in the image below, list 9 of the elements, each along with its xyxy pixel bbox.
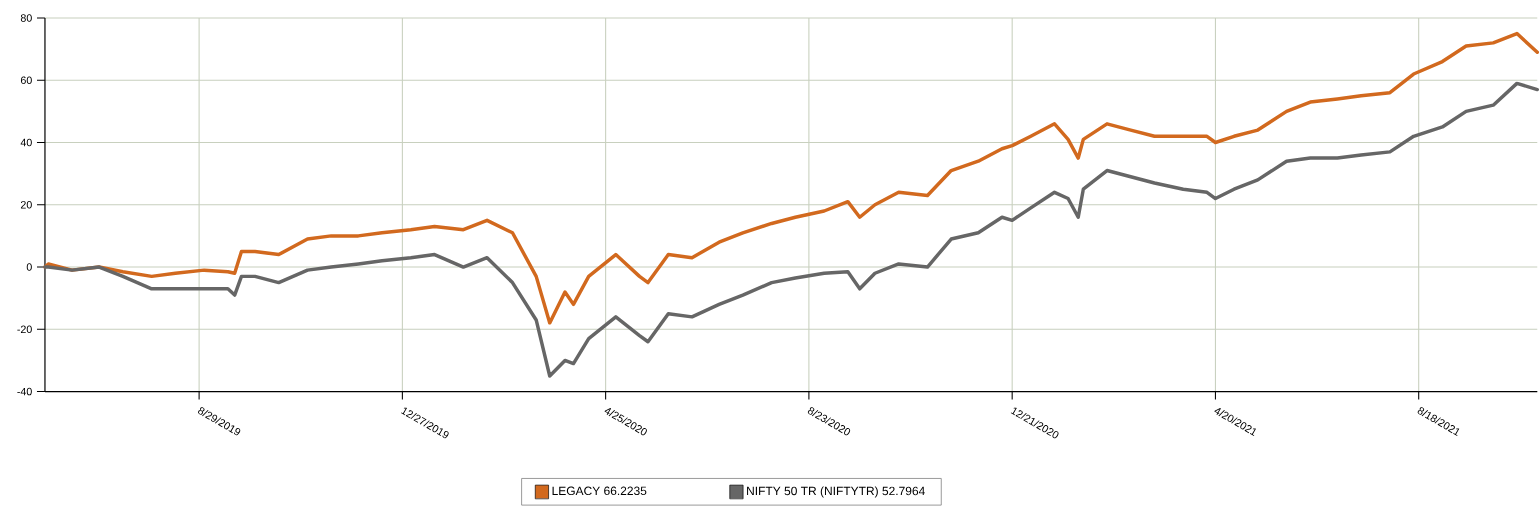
y-tick-label: 20: [20, 200, 32, 209]
y-tick-label: 40: [20, 138, 32, 147]
legend-label: LEGACY 66.2235: [552, 486, 647, 495]
y-tick-label: -20: [17, 325, 32, 333]
legend-label: NIFTY 50 TR (NIFTYTR) 52.7964: [747, 486, 925, 498]
y-tick-label: 80: [20, 13, 32, 22]
y-tick-label: 60: [20, 76, 32, 84]
y-tick-label: -40: [17, 387, 32, 396]
y-tick-label: 0: [26, 263, 32, 271]
